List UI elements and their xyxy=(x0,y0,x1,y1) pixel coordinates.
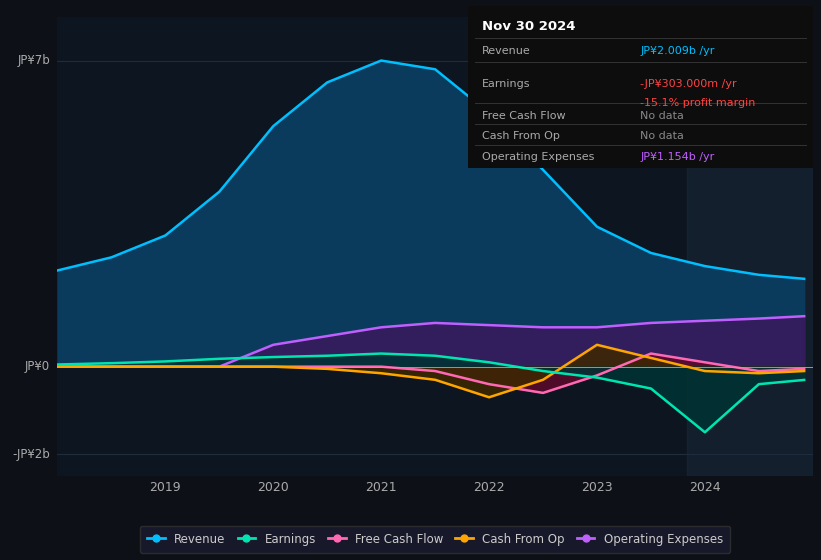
Text: JP¥2.009b /yr: JP¥2.009b /yr xyxy=(640,46,715,56)
Text: Operating Expenses: Operating Expenses xyxy=(482,152,594,162)
Text: -JP¥303.000m /yr: -JP¥303.000m /yr xyxy=(640,78,737,88)
Text: -JP¥2b: -JP¥2b xyxy=(12,447,50,461)
Text: Earnings: Earnings xyxy=(482,78,530,88)
Text: Revenue: Revenue xyxy=(482,46,530,56)
Bar xyxy=(686,17,813,476)
Text: JP¥1.154b /yr: JP¥1.154b /yr xyxy=(640,152,714,162)
Text: No data: No data xyxy=(640,111,684,121)
Text: JP¥0: JP¥0 xyxy=(25,360,50,373)
Text: -15.1% profit margin: -15.1% profit margin xyxy=(640,98,756,108)
Text: JP¥7b: JP¥7b xyxy=(17,54,50,67)
Text: Free Cash Flow: Free Cash Flow xyxy=(482,111,566,121)
Text: Cash From Op: Cash From Op xyxy=(482,130,560,141)
Text: No data: No data xyxy=(640,130,684,141)
Legend: Revenue, Earnings, Free Cash Flow, Cash From Op, Operating Expenses: Revenue, Earnings, Free Cash Flow, Cash … xyxy=(140,526,730,553)
Text: Nov 30 2024: Nov 30 2024 xyxy=(482,20,576,33)
